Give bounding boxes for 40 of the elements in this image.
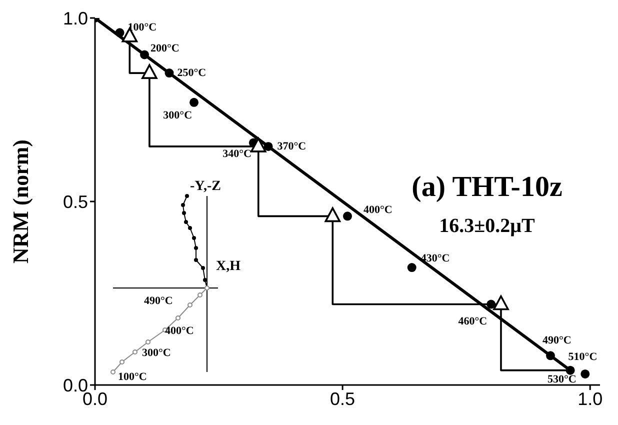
- point: [115, 28, 124, 38]
- annotation: 250°C: [177, 67, 206, 80]
- point: [164, 68, 174, 78]
- annotation: 300°C: [142, 347, 171, 359]
- annotation: 430°C: [420, 252, 450, 265]
- point: [493, 295, 509, 310]
- point: [264, 142, 273, 151]
- annotation: 400°C: [165, 325, 194, 337]
- annotation: -Y,-Z: [190, 179, 221, 194]
- point: [324, 207, 341, 222]
- annotation: 510°C: [568, 350, 598, 363]
- point: [250, 138, 266, 152]
- point: [140, 50, 150, 60]
- text: (a) THT-10z: [412, 171, 562, 203]
- annotation: 490°C: [542, 334, 572, 347]
- point: [580, 369, 590, 378]
- y-tick-label: 1.0: [62, 8, 88, 28]
- y-tick-label: 0.5: [62, 192, 88, 212]
- annotation: 370°C: [277, 140, 306, 152]
- x-tick-label: 1.0: [578, 388, 603, 409]
- point: [486, 300, 496, 309]
- point: [343, 212, 352, 221]
- text: 16.3±0.2μT: [439, 215, 536, 237]
- y-axis-title: NRM (norm): [8, 139, 33, 264]
- annotation: 400°C: [364, 204, 392, 216]
- point: [142, 64, 158, 79]
- annotation: 100°C: [128, 22, 157, 34]
- annotation: X,H: [216, 259, 241, 274]
- point: [407, 263, 416, 272]
- annotation: 300°C: [163, 109, 192, 122]
- point: [566, 366, 575, 375]
- point: [190, 98, 199, 107]
- annotation: 490°C: [144, 295, 173, 307]
- annotation: 200°C: [150, 42, 180, 55]
- annotation: 460°C: [458, 315, 488, 328]
- annotation: 530°C: [547, 373, 576, 386]
- point: [546, 351, 555, 360]
- annotation: 100°C: [118, 371, 147, 383]
- x-tick-label: 0.5: [330, 388, 356, 409]
- annotation: 340°C: [222, 148, 252, 160]
